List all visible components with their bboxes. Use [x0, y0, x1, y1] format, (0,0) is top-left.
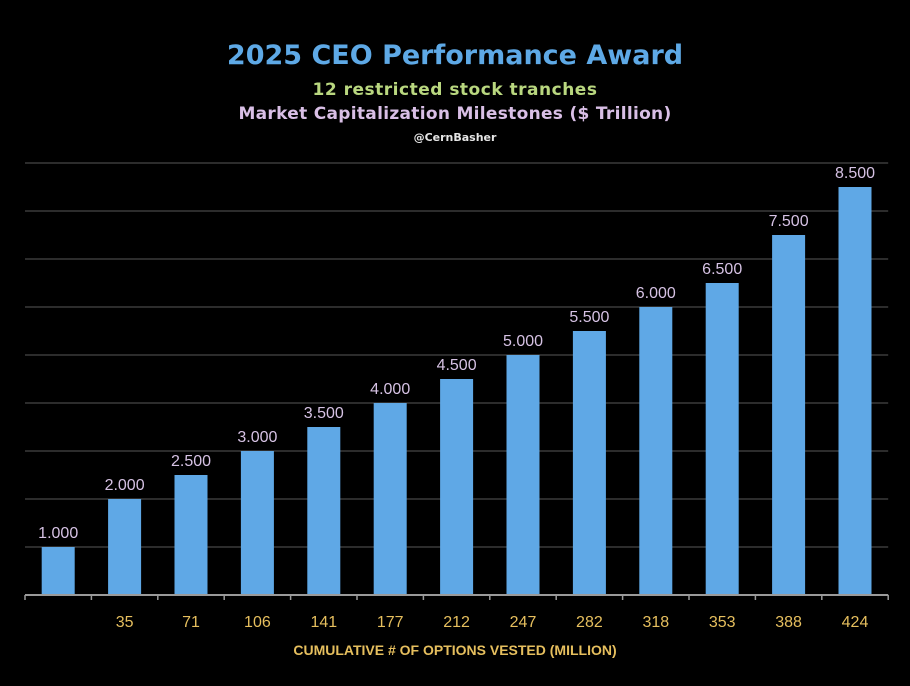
chart-subtitle-2: Market Capitalization Milestones ($ Tril…	[238, 104, 672, 124]
data-label: 7.500	[769, 213, 809, 230]
bar	[705, 283, 739, 595]
bar	[639, 307, 673, 595]
x-axis-title: CUMULATIVE # OF OPTIONS VESTED (MILLION)	[293, 642, 616, 658]
data-label: 3.500	[304, 405, 344, 422]
x-tick-label: 424	[842, 614, 869, 631]
bar	[506, 355, 540, 595]
chart-title: 2025 CEO Performance Award	[226, 40, 684, 71]
bar	[108, 499, 142, 595]
bar	[174, 475, 208, 595]
bar	[240, 451, 274, 595]
data-label: 6.500	[702, 261, 742, 278]
data-label: 2.500	[171, 453, 211, 470]
data-label: 6.000	[636, 285, 676, 302]
x-tick-label: 353	[709, 614, 736, 631]
x-tick-label: 212	[443, 614, 470, 631]
x-tick-label: 71	[182, 614, 200, 631]
bar	[572, 331, 606, 595]
x-tick-label: 247	[510, 614, 537, 631]
data-label: 4.000	[370, 381, 410, 398]
bar	[838, 187, 872, 595]
data-label: 5.000	[503, 333, 543, 350]
data-label: 8.500	[835, 165, 875, 182]
x-tick-label: 106	[244, 614, 271, 631]
data-label: 4.500	[437, 357, 477, 374]
data-label: 2.000	[105, 477, 145, 494]
bar	[41, 547, 75, 595]
x-tick-label: 35	[116, 614, 134, 631]
x-tick-label: 388	[775, 614, 802, 631]
bar	[772, 235, 806, 595]
bar	[307, 427, 341, 595]
x-tick-label: 141	[310, 614, 337, 631]
data-label: 3.000	[237, 429, 277, 446]
data-label: 1.000	[38, 525, 78, 542]
x-tick-label: 318	[642, 614, 669, 631]
chart-subtitle: 12 restricted stock tranches	[312, 80, 598, 100]
x-tick-label: 177	[377, 614, 404, 631]
x-tick-label: 282	[576, 614, 603, 631]
bar	[373, 403, 407, 595]
chart-credit: @CernBasher	[413, 131, 497, 144]
bar	[440, 379, 474, 595]
data-label: 5.500	[569, 309, 609, 326]
